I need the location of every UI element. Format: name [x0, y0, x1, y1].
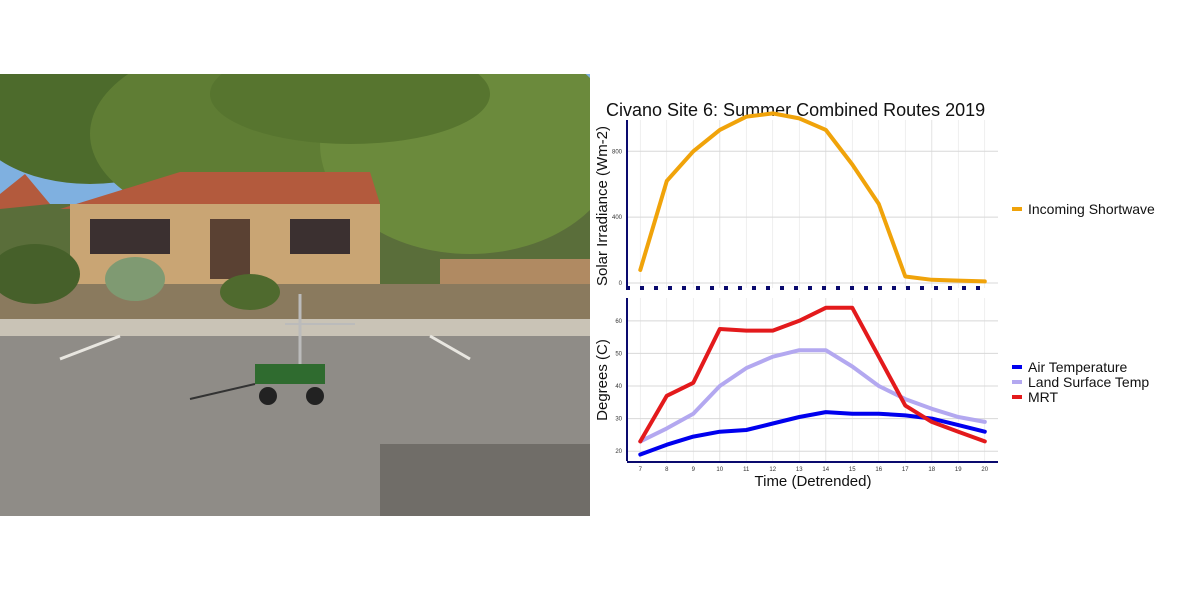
series-line-land-surface-temp	[638, 348, 987, 444]
legend-label: MRT	[1028, 389, 1059, 405]
legend-label: Incoming Shortwave	[1028, 201, 1155, 217]
y-tick-label: 40	[615, 384, 622, 390]
series-line-mrt	[638, 305, 987, 444]
x-tick-label: 12	[769, 467, 776, 473]
x-tick-label: 18	[928, 467, 935, 473]
series-line-incoming-shortwave	[638, 111, 987, 284]
legend-label: Air Temperature	[1028, 359, 1128, 375]
x-tick-label: 8	[665, 467, 669, 473]
chart-figure: Civano Site 6: Summer Combined Routes 20…	[594, 100, 1155, 490]
legend-label: Land Surface Temp	[1028, 374, 1149, 390]
x-tick-label: 19	[955, 467, 962, 473]
x-tick-label: 11	[743, 467, 750, 473]
solar-ylabel: Solar Irradiance (Wm-2)	[594, 126, 611, 286]
x-tick-labels: 7 8 9 10 11 12 13 14 15 16 17 18 19 20	[627, 461, 998, 473]
y-tick-label: 20	[615, 449, 622, 455]
street-photo	[0, 74, 590, 516]
x-tick-label: 14	[822, 467, 829, 473]
y-tick-label: 50	[615, 351, 622, 357]
y-tick-label: 800	[612, 149, 623, 155]
y-tick-label: 30	[615, 417, 622, 423]
x-tick-label: 16	[875, 467, 882, 473]
x-tick-label: 9	[692, 467, 696, 473]
x-axis-title: Time (Detrended)	[755, 473, 872, 490]
x-tick-label: 10	[716, 467, 723, 473]
x-tick-label: 13	[796, 467, 803, 473]
x-tick-label: 7	[639, 467, 643, 473]
y-tick-label: 60	[615, 319, 622, 325]
x-tick-label: 17	[902, 467, 909, 473]
temperature-ylabel: Degrees (C)	[594, 339, 611, 421]
y-tick-label: 400	[612, 215, 623, 221]
temperature-panel: 20 30 40 50 60 Degrees (C)	[594, 298, 998, 461]
x-tick-label: 15	[849, 467, 856, 473]
y-tick-label: 0	[619, 281, 623, 287]
solar-panel: 0 400 800 Solar Irradiance (Wm-2)	[594, 111, 998, 288]
chart-title: Civano Site 6: Summer Combined Routes 20…	[606, 100, 985, 120]
solar-legend: Incoming Shortwave	[1012, 201, 1155, 217]
x-tick-label: 20	[981, 467, 988, 473]
